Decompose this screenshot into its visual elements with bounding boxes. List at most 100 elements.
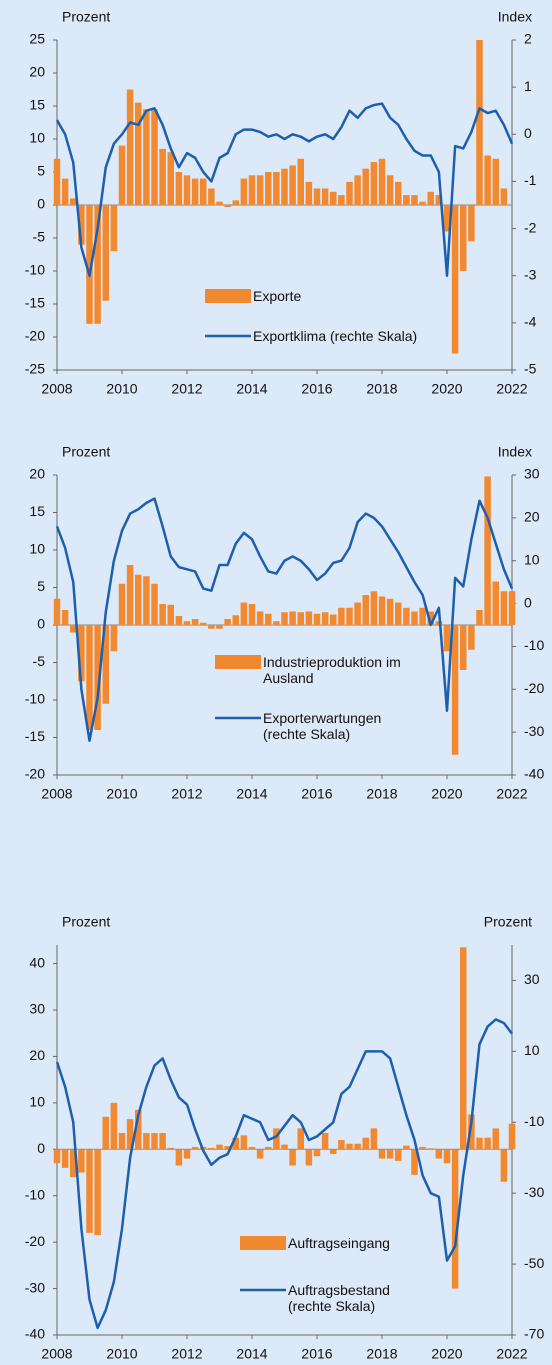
bar (395, 181, 402, 205)
legend-swatch (240, 1236, 286, 1250)
bar (468, 205, 475, 242)
bar (183, 621, 191, 625)
bar (354, 1143, 361, 1150)
bar (330, 191, 337, 205)
bar (94, 1149, 101, 1236)
bar (411, 611, 418, 625)
bar (200, 178, 207, 205)
bar (346, 181, 353, 205)
bar (354, 175, 361, 205)
y2-tick-label: 30 (524, 971, 540, 987)
x-tick-label: 2014 (236, 1346, 267, 1362)
bar (167, 152, 174, 205)
bar (175, 616, 183, 625)
y2-tick-label: 0 (524, 125, 532, 141)
x-tick-label: 2020 (431, 381, 462, 397)
bar (208, 1147, 215, 1150)
y2-tick-label: -2 (524, 219, 537, 235)
y-tick-label: 0 (37, 1140, 45, 1156)
bar (305, 1149, 313, 1166)
bar (143, 109, 150, 205)
y2-axis-label: Index (498, 9, 532, 25)
legend-label: Exporterwartungen (rechte Skala) (263, 710, 382, 742)
y-tick-label: -15 (25, 295, 45, 311)
bar (362, 595, 369, 625)
y-tick-label: -10 (25, 691, 45, 707)
bar (435, 195, 443, 205)
bar (143, 576, 150, 625)
x-tick-label: 2008 (41, 1346, 72, 1362)
bar (86, 1149, 93, 1233)
bar (403, 195, 410, 205)
bar (451, 1149, 459, 1289)
x-tick-label: 2022 (496, 786, 527, 802)
y-tick-label: -20 (25, 1233, 45, 1249)
x-tick-label: 2018 (366, 381, 397, 397)
bar (354, 602, 361, 625)
bar (346, 607, 353, 625)
bar (118, 583, 126, 625)
bar (297, 1128, 304, 1150)
bar (468, 1114, 475, 1150)
x-tick-label: 2014 (236, 786, 267, 802)
bar (216, 1144, 223, 1150)
bar (110, 205, 118, 252)
bar (102, 1116, 109, 1150)
bar (240, 1135, 248, 1150)
bar (492, 1128, 499, 1150)
bar (78, 625, 85, 682)
y-tick-label: 40 (29, 954, 45, 970)
y2-tick-label: -70 (524, 1326, 544, 1342)
line (55, 1018, 513, 1330)
bar (484, 1137, 491, 1150)
bar (191, 178, 199, 205)
x-tick-label: 2020 (431, 786, 462, 802)
bar (451, 625, 459, 755)
y-tick-label: 5 (37, 578, 45, 594)
bar (362, 168, 369, 205)
y-tick-label: -5 (33, 229, 46, 245)
y-tick-label: -10 (25, 262, 45, 278)
bar (167, 604, 174, 625)
line (55, 102, 514, 277)
x-tick-label: 2010 (106, 786, 137, 802)
y-tick-label: 20 (29, 466, 45, 482)
y2-axis-label: Index (498, 444, 532, 460)
bar (386, 1149, 394, 1159)
y-tick-label: 25 (29, 31, 45, 47)
x-tick-label: 2012 (171, 381, 202, 397)
bar (492, 581, 499, 625)
bar (484, 155, 491, 205)
bar (313, 613, 321, 625)
y-tick-label: 15 (29, 97, 45, 113)
bar (411, 195, 418, 205)
y-tick-label: -20 (25, 766, 45, 782)
bar (378, 1149, 386, 1159)
bar (305, 611, 313, 625)
bar (386, 175, 394, 205)
bar (86, 625, 93, 730)
bar (460, 625, 467, 670)
bar (191, 619, 199, 625)
bar (232, 1137, 239, 1150)
x-tick-label: 2020 (431, 1346, 462, 1362)
legend-label: Exporte (253, 288, 302, 304)
x-tick-label: 2018 (366, 786, 397, 802)
bar (61, 178, 69, 205)
x-tick-label: 2018 (366, 1346, 397, 1362)
line (55, 497, 514, 742)
y2-tick-label: -5 (524, 361, 537, 377)
legend-swatch (215, 655, 261, 669)
bar (224, 205, 231, 207)
y2-tick-label: -4 (524, 314, 537, 330)
x-tick-label: 2022 (496, 381, 527, 397)
bar (476, 610, 483, 625)
y-tick-label: -20 (25, 328, 45, 344)
bar (419, 201, 426, 205)
y2-tick-label: 10 (524, 1042, 540, 1058)
legend-swatch (205, 289, 251, 303)
bar (451, 205, 459, 354)
x-tick-label: 2022 (496, 1346, 527, 1362)
bar (468, 625, 475, 650)
